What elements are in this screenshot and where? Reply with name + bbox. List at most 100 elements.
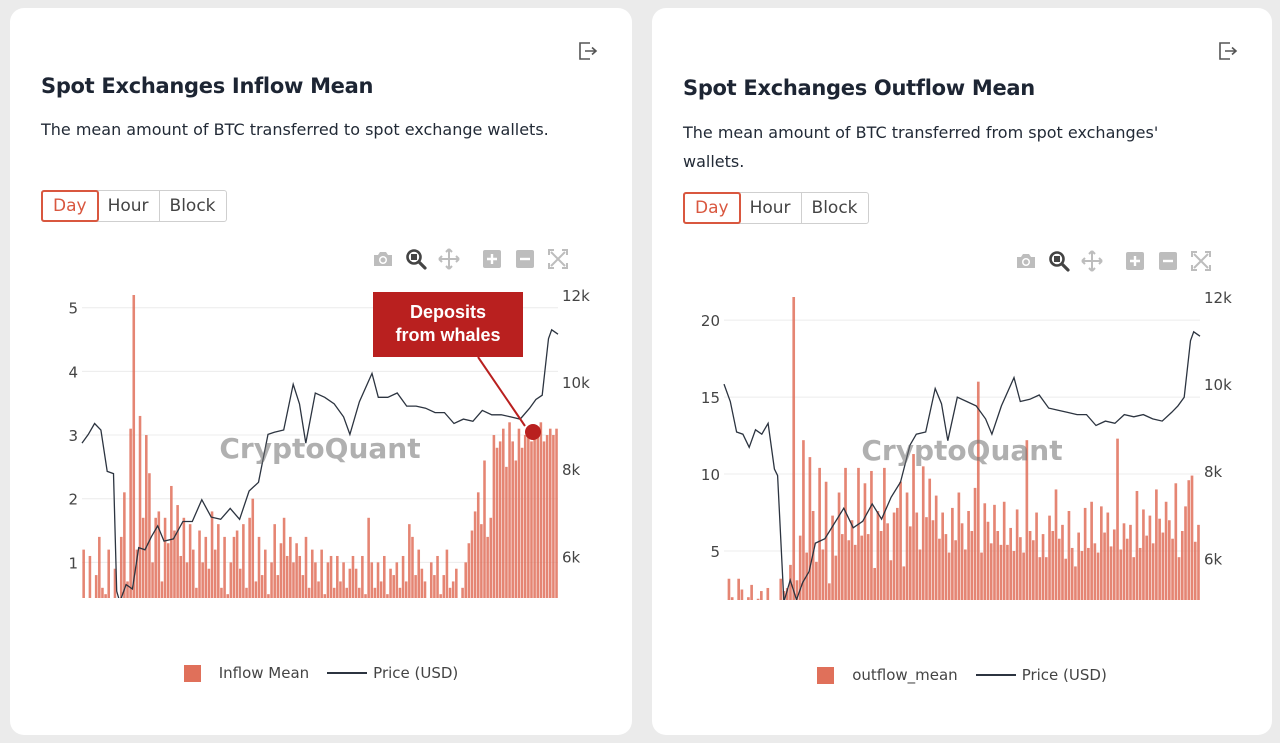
bar[interactable] [976, 381, 980, 600]
bar[interactable] [101, 587, 104, 598]
bar[interactable] [1148, 515, 1152, 600]
bar[interactable] [870, 470, 873, 600]
bar[interactable] [88, 555, 92, 598]
bar[interactable] [461, 587, 464, 598]
bar[interactable] [379, 581, 383, 598]
bar[interactable] [273, 524, 276, 598]
bar[interactable] [376, 562, 380, 598]
bar[interactable] [242, 524, 245, 598]
bar[interactable] [433, 575, 436, 598]
bar[interactable] [815, 561, 818, 600]
bar[interactable] [840, 534, 844, 600]
bar[interactable] [1032, 540, 1035, 600]
bar[interactable] [957, 492, 961, 600]
bar[interactable] [163, 517, 167, 598]
bar[interactable] [964, 549, 967, 600]
legend-bar-swatch[interactable] [817, 666, 835, 684]
bar[interactable] [282, 517, 286, 598]
bar[interactable] [129, 428, 132, 598]
bar[interactable] [442, 575, 446, 598]
bar[interactable] [148, 473, 151, 598]
bar[interactable] [1077, 532, 1080, 600]
bar[interactable] [928, 478, 932, 600]
bar[interactable] [195, 587, 198, 598]
bar[interactable] [223, 536, 226, 598]
bar[interactable] [1155, 489, 1158, 600]
bar[interactable] [145, 435, 148, 598]
bar[interactable] [508, 422, 511, 598]
zoom-in-icon[interactable] [480, 247, 504, 271]
bar[interactable] [389, 568, 392, 598]
bar[interactable] [1103, 532, 1106, 600]
legend-bar-swatch[interactable] [183, 664, 201, 682]
tab-day[interactable]: Day [683, 192, 741, 224]
bar[interactable] [1112, 529, 1116, 600]
bar[interactable] [323, 594, 327, 598]
bar[interactable] [1193, 541, 1197, 600]
bar[interactable] [486, 536, 489, 598]
legend-line-label[interactable]: Price (USD) [1021, 666, 1107, 684]
bar[interactable] [555, 428, 558, 598]
bar[interactable] [1142, 509, 1145, 600]
bar[interactable] [996, 531, 1000, 600]
bar[interactable] [232, 536, 236, 598]
bar[interactable] [1164, 501, 1168, 600]
bar[interactable] [834, 555, 838, 600]
bar[interactable] [756, 598, 760, 600]
bar[interactable] [351, 555, 355, 598]
bar[interactable] [173, 530, 176, 598]
bar[interactable] [850, 520, 854, 600]
bar[interactable] [392, 575, 395, 598]
bar[interactable] [260, 575, 264, 598]
bar[interactable] [1197, 524, 1200, 600]
bar[interactable] [542, 441, 546, 598]
bar[interactable] [1090, 501, 1093, 600]
bar[interactable] [520, 447, 524, 598]
bar[interactable] [404, 581, 408, 598]
bar[interactable] [1145, 535, 1148, 600]
bar[interactable] [857, 467, 860, 600]
tab-hour[interactable]: Hour [740, 193, 802, 223]
bar[interactable] [980, 552, 983, 600]
export-icon[interactable] [1218, 42, 1238, 60]
bar[interactable] [339, 581, 342, 598]
bar[interactable] [329, 555, 333, 598]
bar[interactable] [307, 587, 311, 598]
bar[interactable] [798, 535, 802, 600]
bar[interactable] [383, 555, 386, 598]
bar[interactable] [1038, 557, 1042, 600]
bar[interactable] [1057, 538, 1061, 600]
bar[interactable] [1093, 543, 1097, 600]
bar[interactable] [317, 581, 320, 598]
bar[interactable] [879, 531, 883, 600]
bar[interactable] [889, 560, 893, 600]
bar[interactable] [470, 530, 474, 598]
bar[interactable] [941, 512, 944, 600]
bar[interactable] [455, 568, 458, 598]
bar[interactable] [934, 495, 938, 600]
bar[interactable] [967, 510, 970, 600]
bar[interactable] [536, 428, 540, 598]
bar[interactable] [1009, 527, 1012, 600]
bar[interactable] [1174, 483, 1178, 600]
bar[interactable] [792, 297, 796, 600]
bar[interactable] [254, 581, 258, 598]
bar[interactable] [489, 517, 493, 598]
bar[interactable] [107, 549, 110, 598]
bar[interactable] [1087, 547, 1090, 600]
bar[interactable] [1006, 544, 1009, 600]
bar[interactable] [766, 587, 770, 600]
bar[interactable] [417, 549, 421, 598]
bar[interactable] [523, 435, 527, 598]
bar[interactable] [1119, 549, 1123, 600]
bar[interactable] [886, 523, 889, 600]
bar[interactable] [411, 536, 414, 598]
bar[interactable] [151, 562, 154, 598]
bar[interactable] [760, 591, 763, 600]
zoom-icon[interactable] [404, 247, 428, 271]
bar[interactable] [530, 441, 533, 598]
bar[interactable] [251, 498, 255, 598]
bar[interactable] [345, 587, 348, 598]
bar[interactable] [357, 587, 361, 598]
bar[interactable] [483, 460, 486, 599]
